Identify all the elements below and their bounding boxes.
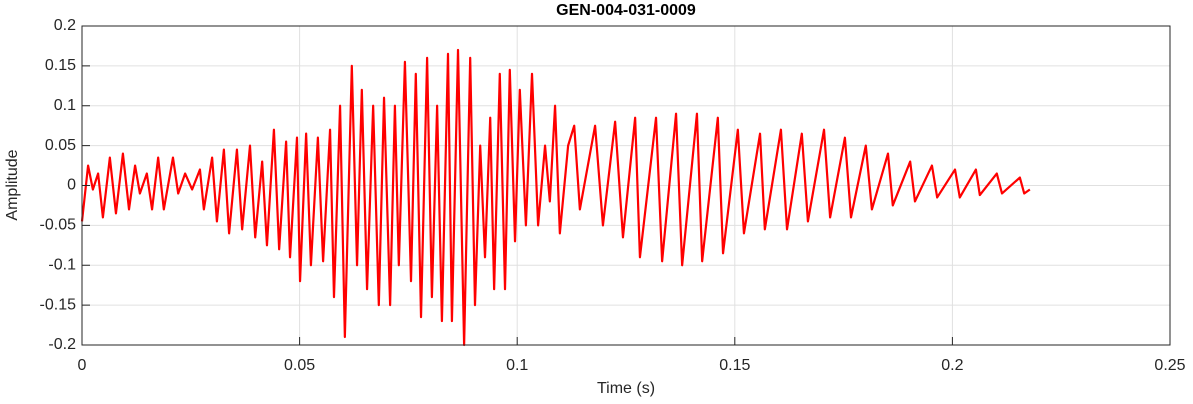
x-tick-label: 0	[78, 357, 87, 374]
y-tick-label: 0	[67, 177, 76, 194]
x-tick-label: 0.15	[719, 357, 750, 374]
y-tick-label: 0.05	[45, 137, 76, 154]
marks	[80, 48, 1031, 347]
y-tick-label: -0.15	[40, 296, 77, 313]
x-tick-label: 0.05	[284, 357, 315, 374]
y-tick-label: -0.1	[48, 256, 76, 273]
x-tick-label: 0.2	[941, 357, 963, 374]
y-tick-label: -0.05	[40, 217, 77, 234]
ticks: 0 0.05 0.1 0.15 0.2 0.25 -0.2 -0.15 -0.1 -0.05 0 0.…	[40, 17, 1186, 374]
y-tick-label: 0.1	[54, 97, 76, 114]
x-tick-label: 0.25	[1154, 357, 1185, 374]
y-tick-label: -0.2	[48, 336, 76, 353]
y-tick-label: 0.15	[45, 57, 76, 74]
signal-line	[80, 48, 1031, 347]
chart-title: GEN-004-031-0009	[556, 2, 696, 19]
x-axis-label: Time (s)	[597, 380, 655, 397]
y-axis-label: Amplitude	[4, 149, 21, 220]
y-tick-label: 0.2	[54, 17, 76, 34]
x-tick-label: 0.1	[506, 357, 528, 374]
